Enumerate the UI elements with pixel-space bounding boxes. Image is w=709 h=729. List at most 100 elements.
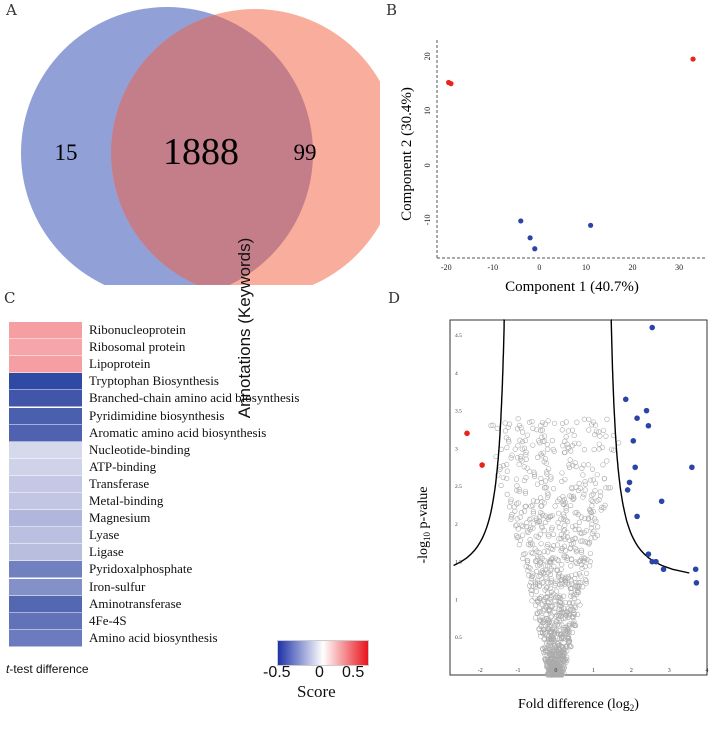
volcano-point-nonsig — [549, 652, 555, 658]
volcano-point-nonsig — [528, 576, 534, 582]
volcano-point-nonsig — [572, 523, 579, 529]
volcano-point-nonsig — [578, 573, 584, 579]
volcano-point-nonsig — [580, 558, 586, 564]
volcano-point-nonsig — [545, 563, 551, 569]
heatmap-row-label: Lipoprotein — [89, 356, 151, 372]
volcano-point-nonsig — [530, 510, 536, 517]
volcano-point-nonsig — [559, 420, 566, 427]
volcano-point-nonsig — [562, 536, 568, 542]
volcano-point-nonsig — [541, 433, 548, 439]
volcano-point-nonsig — [532, 602, 539, 608]
volcano-point-blue — [649, 324, 655, 331]
volcano-point-nonsig — [570, 621, 576, 628]
volcano-point-nonsig — [562, 500, 569, 506]
volcano-point-nonsig — [517, 514, 523, 520]
volcano-point-nonsig — [570, 443, 576, 449]
volcano-point-nonsig — [600, 462, 606, 468]
volcano-point-nonsig — [565, 574, 571, 580]
volcano-point-nonsig — [556, 628, 562, 634]
volcano-point-nonsig — [530, 425, 536, 431]
volcano-point-nonsig — [494, 425, 500, 431]
volcano-point-nonsig — [516, 486, 522, 492]
volcano-y-title-post: p-value — [416, 486, 431, 531]
volcano-point-blue — [689, 464, 695, 471]
volcano-y-tick-label: 2 — [455, 522, 458, 528]
volcano-point-nonsig — [602, 502, 608, 508]
volcano-point-nonsig — [539, 499, 545, 505]
pca-y-tick-label: 0 — [423, 163, 432, 167]
volcano-point-nonsig — [594, 532, 601, 539]
heatmap-cell — [9, 424, 82, 442]
volcano-point-nonsig — [543, 513, 549, 519]
volcano-point-nonsig — [574, 419, 580, 425]
volcano-point-nonsig — [526, 572, 532, 579]
volcano-point-nonsig — [520, 555, 526, 562]
heatmap-row-label: Aminotransferase — [89, 595, 182, 611]
heatmap-row-label: Iron-sulfur — [89, 578, 146, 594]
volcano-point-nonsig — [565, 635, 571, 641]
volcano-point-blue — [634, 415, 640, 421]
volcano-point-nonsig — [523, 475, 529, 481]
volcano-point-nonsig — [547, 639, 553, 646]
volcano-point-nonsig — [552, 599, 558, 605]
volcano-point-nonsig — [539, 525, 545, 531]
volcano-point-nonsig — [561, 640, 567, 646]
volcano-point-nonsig — [558, 516, 564, 522]
volcano-point-nonsig — [559, 650, 565, 656]
volcano-point-nonsig — [573, 571, 579, 577]
volcano-point-nonsig — [520, 532, 526, 538]
volcano-point-nonsig — [579, 538, 585, 544]
volcano-x-tick-label: 3 — [668, 668, 671, 674]
volcano-point-nonsig — [524, 465, 530, 471]
volcano-point-nonsig — [589, 530, 595, 536]
volcano-point-nonsig — [505, 424, 511, 430]
volcano-point-nonsig — [580, 494, 586, 500]
volcano-point-nonsig — [542, 567, 549, 573]
volcano-point-nonsig — [556, 623, 562, 629]
volcano-point-nonsig — [559, 470, 565, 476]
volcano-point-nonsig — [509, 511, 515, 518]
volcano-y-tick-label: 3.5 — [455, 409, 462, 415]
volcano-point-nonsig — [549, 613, 555, 619]
volcano-x-tick-label: -1 — [516, 668, 521, 674]
volcano-point-nonsig — [556, 617, 562, 624]
volcano-point-nonsig — [553, 619, 559, 625]
volcano-point-nonsig — [583, 580, 589, 587]
volcano-point-nonsig — [543, 630, 549, 636]
volcano-x-tick-label: 0 — [554, 668, 557, 674]
volcano-point-nonsig — [529, 573, 535, 580]
volcano-point-nonsig — [590, 419, 597, 425]
volcano-point-nonsig — [530, 498, 537, 504]
volcano-point-nonsig — [586, 540, 593, 546]
volcano-point-nonsig — [552, 643, 558, 649]
volcano-point-nonsig — [508, 516, 514, 522]
volcano-point-nonsig — [553, 656, 559, 662]
volcano-point-nonsig — [593, 518, 599, 524]
volcano-point-nonsig — [568, 585, 574, 591]
volcano-point-nonsig — [568, 644, 574, 650]
volcano-point-nonsig — [563, 554, 569, 560]
volcano-point-nonsig — [506, 504, 513, 510]
volcano-point-nonsig — [488, 422, 494, 429]
heatmap-row-label: Nucleotide-binding — [89, 441, 191, 457]
volcano-point-nonsig — [567, 607, 573, 613]
volcano-point-nonsig — [542, 519, 549, 525]
venn-overlap-count: 1888 — [163, 131, 239, 173]
volcano-point-nonsig — [568, 502, 574, 509]
volcano-point-nonsig — [587, 558, 593, 565]
volcano-y-tick-label: 4.5 — [455, 333, 462, 339]
volcano-point-nonsig — [558, 577, 564, 583]
volcano-point-nonsig — [540, 450, 546, 456]
heatmap-cell — [9, 527, 82, 545]
volcano-point-nonsig — [545, 446, 551, 452]
volcano-point-nonsig — [559, 427, 565, 433]
volcano-point-nonsig — [543, 611, 549, 618]
heatmap-cell — [9, 612, 82, 630]
volcano-point-nonsig — [573, 559, 579, 565]
volcano-point-nonsig — [560, 494, 566, 500]
volcano-point-nonsig — [513, 501, 520, 507]
volcano-point-nonsig — [526, 583, 533, 589]
volcano-point-nonsig — [562, 449, 568, 455]
volcano-point-nonsig — [546, 466, 552, 472]
volcano-point-nonsig — [535, 534, 541, 540]
